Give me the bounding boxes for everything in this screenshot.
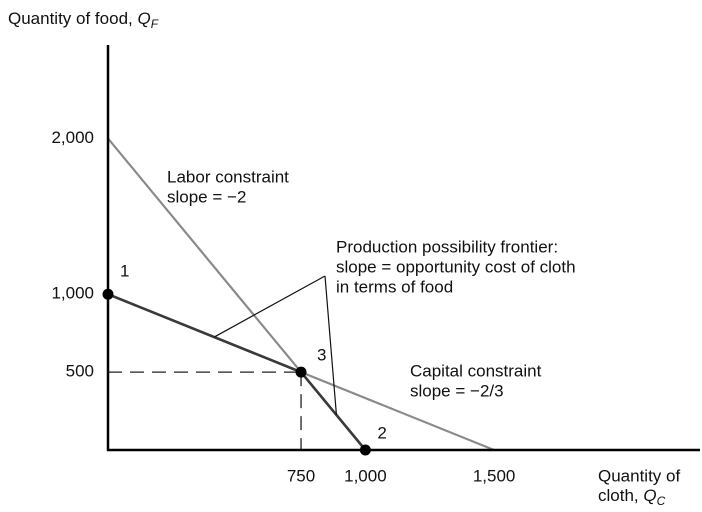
y-tick-label: 500 xyxy=(66,362,94,381)
point-label: 2 xyxy=(377,423,386,442)
x-axis-label: Quantity of xyxy=(598,466,680,485)
x-label-sub: C xyxy=(657,494,666,508)
y-label-text: Quantity of food, xyxy=(8,9,133,28)
annotation: Labor constraint xyxy=(167,167,289,186)
annotation: slope = −2/3 xyxy=(410,381,504,400)
y-tick-label: 1,000 xyxy=(51,284,94,303)
point xyxy=(102,288,114,300)
pointer xyxy=(324,275,338,416)
point xyxy=(359,444,371,456)
y-label-sub: F xyxy=(151,17,159,31)
series-line xyxy=(107,293,367,451)
annotation: slope = opportunity cost of cloth xyxy=(336,257,576,276)
annotation: Production possibility frontier: xyxy=(336,237,558,256)
x-tick-label: 750 xyxy=(287,466,315,485)
x-axis-label: cloth, QC xyxy=(598,486,666,508)
annotation: slope = −2 xyxy=(167,187,246,206)
x-label-symbol: Q xyxy=(643,486,656,505)
y-axis-label: Quantity of food, QF xyxy=(8,9,159,31)
pointer xyxy=(213,275,326,338)
annotation: in terms of food xyxy=(336,277,453,296)
point xyxy=(295,366,307,378)
annotation: Capital constraint xyxy=(410,361,542,380)
y-tick-label: 2,000 xyxy=(51,128,94,147)
x-label-text: cloth, xyxy=(598,486,639,505)
point-label: 3 xyxy=(317,346,326,365)
y-label-symbol: Q xyxy=(137,9,150,28)
x-tick-label: 1,000 xyxy=(344,466,387,485)
x-tick-label: 1,500 xyxy=(473,466,516,485)
point-label: 1 xyxy=(120,262,129,281)
